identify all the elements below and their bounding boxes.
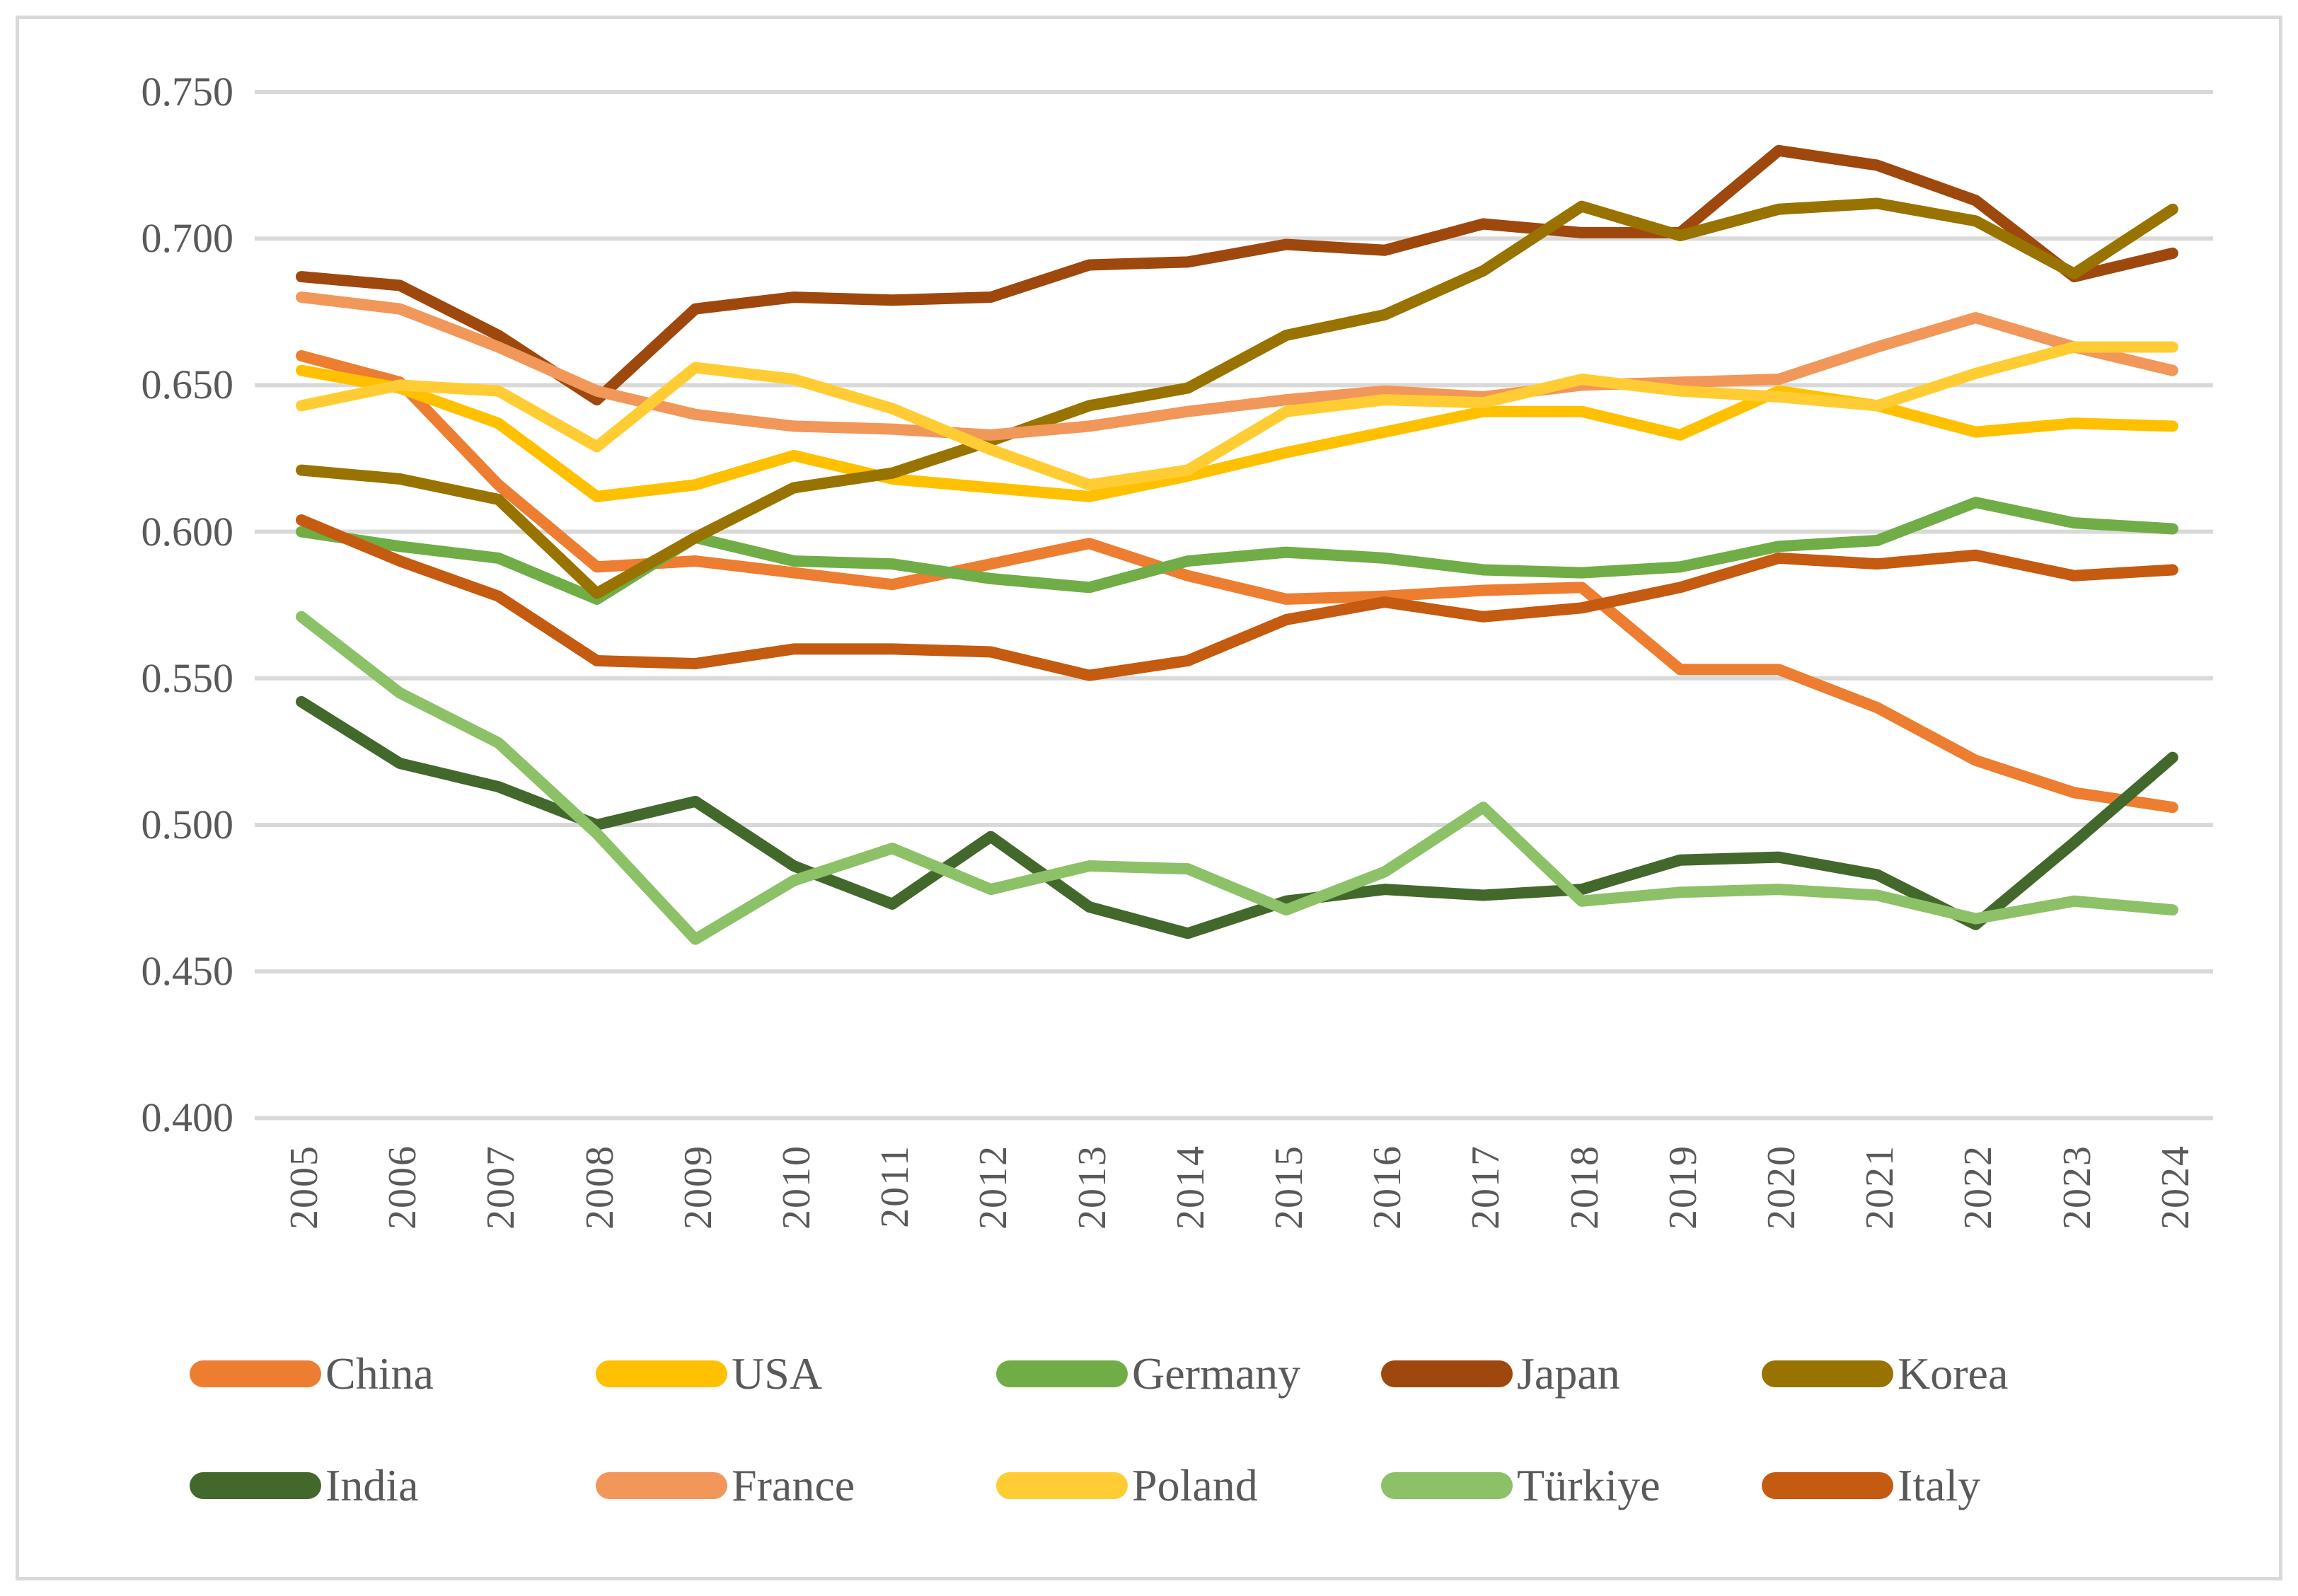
legend-swatch-germany xyxy=(996,1360,1128,1387)
legend-swatch-usa xyxy=(596,1360,727,1387)
legend-swatch-india xyxy=(190,1472,321,1499)
legend-item-france: France xyxy=(596,1457,855,1514)
y-tick-label: 0.650 xyxy=(141,362,234,408)
legend-swatch-japan xyxy=(1381,1360,1513,1387)
legend-swatch-france xyxy=(596,1472,727,1499)
series-line-china xyxy=(296,349,2178,814)
y-tick-label: 0.500 xyxy=(141,802,234,848)
legend-item-india: India xyxy=(190,1457,419,1514)
legend-swatch-china xyxy=(190,1360,321,1387)
legend-label: Japan xyxy=(1517,1348,1620,1399)
series-line-india xyxy=(296,695,2178,939)
y-tick-label: 0.400 xyxy=(141,1094,234,1141)
x-tick-label: 2008 xyxy=(577,1145,622,1230)
legend-item-usa: USA xyxy=(596,1346,822,1402)
x-tick-label: 2012 xyxy=(971,1145,1016,1230)
legend-label: Korea xyxy=(1898,1348,2009,1399)
series-line-korea xyxy=(296,197,2178,599)
y-tick-label: 0.750 xyxy=(141,69,234,115)
legend-label: France xyxy=(732,1460,855,1510)
y-tick-label: 0.600 xyxy=(141,508,234,555)
x-tick-label: 2022 xyxy=(1956,1145,2001,1230)
x-tick-label: 2020 xyxy=(1760,1145,1803,1230)
legend-item-korea: Korea xyxy=(1762,1346,2008,1402)
legend-swatch-poland xyxy=(996,1472,1128,1499)
x-tick-label: 2010 xyxy=(775,1145,819,1230)
x-tick-label: 2019 xyxy=(1661,1145,1705,1230)
x-tick-label: 2006 xyxy=(381,1145,425,1230)
x-tick-label: 2018 xyxy=(1562,1145,1607,1230)
x-tick-label: 2014 xyxy=(1168,1145,1213,1230)
x-tick-label: 2017 xyxy=(1464,1145,1508,1230)
legend-item-italy: Italy xyxy=(1762,1457,1980,1514)
legend-item-poland: Poland xyxy=(996,1457,1258,1514)
legend-swatch-korea xyxy=(1762,1360,1893,1387)
legend-label: Türkiye xyxy=(1517,1460,1661,1510)
series-line-poland xyxy=(296,341,2178,491)
legend-label: Italy xyxy=(1898,1460,1981,1510)
legend-label: Germany xyxy=(1132,1348,1301,1399)
x-tick-label: 2024 xyxy=(2153,1145,2198,1230)
series-line-türkiye xyxy=(296,611,2178,945)
legend-swatch-türkiye xyxy=(1381,1472,1513,1499)
x-tick-label: 2011 xyxy=(873,1145,918,1228)
x-tick-label: 2009 xyxy=(676,1145,720,1230)
legend-swatch-italy xyxy=(1762,1472,1893,1499)
legend-item-germany: Germany xyxy=(996,1346,1300,1402)
series-line-france xyxy=(296,291,2178,441)
legend-item-türkiye: Türkiye xyxy=(1381,1457,1661,1514)
x-tick-label: 2016 xyxy=(1365,1145,1410,1230)
x-tick-label: 2015 xyxy=(1267,1145,1311,1230)
x-tick-label: 2021 xyxy=(1858,1145,1903,1230)
y-tick-label: 0.700 xyxy=(141,215,234,262)
x-tick-label: 2013 xyxy=(1070,1145,1114,1230)
x-tick-label: 2005 xyxy=(282,1145,326,1230)
legend-item-china: China xyxy=(190,1346,434,1402)
legend-item-japan: Japan xyxy=(1381,1346,1620,1402)
x-tick-label: 2007 xyxy=(479,1145,524,1230)
series-line-italy xyxy=(296,514,2178,681)
series-line-japan xyxy=(296,144,2178,406)
x-tick-label: 2023 xyxy=(2055,1145,2099,1230)
legend-label: India xyxy=(325,1460,419,1510)
legend-label: Poland xyxy=(1132,1460,1258,1510)
y-tick-label: 0.450 xyxy=(141,948,234,995)
y-tick-label: 0.550 xyxy=(141,654,234,701)
chart-outer-border xyxy=(16,16,2282,1580)
legend-label: USA xyxy=(732,1348,823,1399)
legend-label: China xyxy=(325,1348,434,1399)
